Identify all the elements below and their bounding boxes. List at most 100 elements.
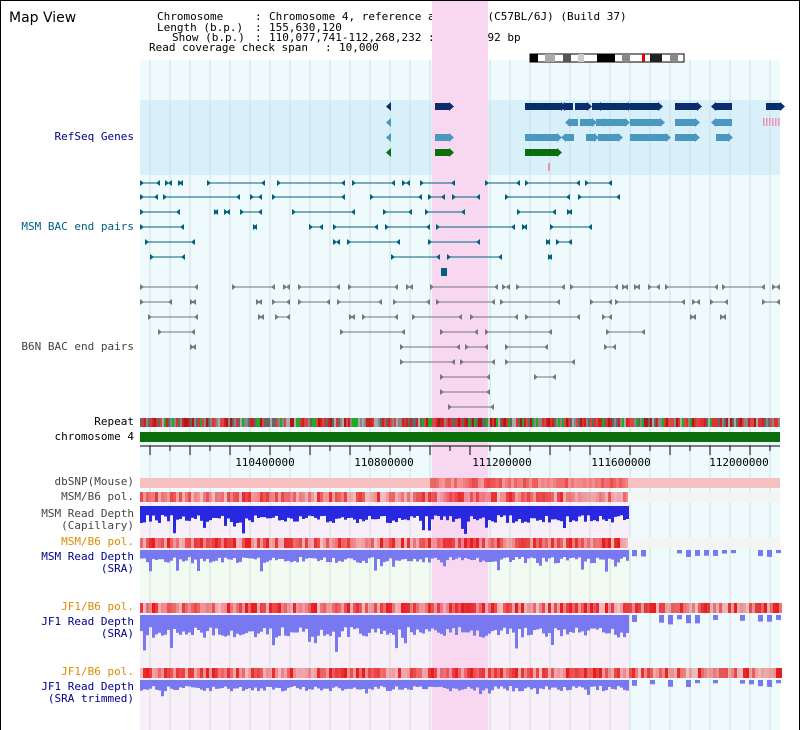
depth-bar [554,550,557,564]
polymorphism-cell [626,492,629,502]
repeat-segment [358,418,360,427]
track-label-refseq[interactable]: RefSeq Genes [54,130,134,143]
depth-bar [476,615,479,631]
depth-bar [518,615,521,629]
polymorphism-cell [338,538,341,548]
depth-bar [542,615,545,634]
depth-bar [383,550,386,563]
polymorphism-cell [518,668,521,678]
repeat-segment [222,418,224,427]
coverage-sep: : [325,41,332,54]
polymorphism-cell [398,668,401,678]
polymorphism-cell [611,492,614,502]
repeat-segment [602,418,604,427]
polymorphism-cell [547,478,550,488]
repeat-segment [668,418,670,427]
bac-end-marker [348,284,352,290]
track-label-repeat[interactable]: Repeat [94,415,134,428]
polymorphism-cell [577,478,580,488]
track-label-jf1-b6-pol-2[interactable]: JF1/B6 pol. [61,665,134,678]
depth-bar [389,615,392,633]
repeat-segment [682,418,684,427]
depth-bar [455,506,458,519]
depth-bar [542,550,545,558]
polymorphism-cell [197,492,200,502]
polymorphism-cell [470,538,473,548]
repeat-segment [288,418,290,427]
repeat-segment [570,418,572,427]
polymorphism-cell [437,538,440,548]
bac-end-marker [150,254,154,260]
repeat-segment [542,418,544,427]
polymorphism-cell [527,668,530,678]
polymorphism-cell [779,668,782,678]
repeat-segment [294,418,296,427]
chromosome-bar[interactable] [140,432,780,442]
depth-bar [422,680,425,689]
polymorphism-cell [347,538,350,548]
chromosome-ideogram-icon[interactable] [529,53,685,63]
polymorphism-cell [341,538,344,548]
bac-end-marker [602,314,606,320]
repeat-segment [396,418,398,427]
track-label-b6n-bac[interactable]: B6N BAC end pairs [21,340,134,353]
gene-feature [675,119,695,126]
depth-bar [194,506,197,519]
polymorphism-cell [245,603,248,613]
track-label-jf1-depth-sra[interactable]: JF1 Read Depth [41,615,134,628]
repeat-segment [770,418,772,427]
depth-bar [194,550,197,560]
polymorphism-cell [173,668,176,678]
depth-bar [152,680,155,687]
depth-bar [233,615,236,638]
repeat-segment [340,418,342,427]
bac-end-marker [722,284,726,290]
polymorphism-cell [583,478,586,488]
track-label-msm-depth-sra[interactable]: MSM Read Depth [41,550,134,563]
gene-arrow [386,133,391,142]
depth-bar [245,680,248,690]
depth-bar [260,680,263,689]
depth-bar [536,550,539,563]
polymorphism-cell [203,492,206,502]
depth-bar [251,550,254,559]
track-label-msm-bac[interactable]: MSM BAC end pairs [21,220,134,233]
polymorphism-cell [587,668,590,678]
track-label-jf1-depth-trimmed[interactable]: JF1 Read Depth [41,680,134,693]
depth-bar [533,680,536,689]
bac-end-marker [168,299,172,305]
bac-end-marker [525,180,529,186]
track-label-msm-b6-pol-2[interactable]: MSM/B6 pol. [61,535,134,548]
polymorphism-cell [602,668,605,678]
depth-bar [266,506,269,519]
bac-end-marker [608,180,612,186]
polymorphism-cell [353,538,356,548]
depth-bar [437,615,440,633]
polymorphism-cell [440,492,443,502]
polymorphism-cell [484,478,487,488]
polymorphism-cell [761,603,764,613]
depth-bar [170,550,173,561]
depth-bar [275,615,278,638]
depth-bar [533,615,536,631]
track-label-chromosome[interactable]: chromosome 4 [54,430,134,443]
depth-bar [149,680,152,689]
show-key: Show (b.p.) [172,31,245,44]
polymorphism-cell [479,492,482,502]
polymorphism-cell [152,492,155,502]
polymorphism-cell [446,492,449,502]
polymorphism-cell [557,668,560,678]
depth-bar [491,615,494,632]
track-label-msm-b6-pol-1[interactable]: MSM/B6 pol. [61,490,134,503]
polymorphism-cell [503,538,506,548]
repeat-segment [654,418,656,427]
polymorphism-cell [608,603,611,613]
track-label-jf1-b6-pol-1[interactable]: JF1/B6 pol. [61,600,134,613]
depth-bar [266,680,269,687]
track-label-msm-depth-capillary[interactable]: MSM Read Depth [41,507,134,520]
polymorphism-cell [464,603,467,613]
track-label-dbsnp[interactable]: dbSNP(Mouse) [54,475,134,488]
polymorphism-cell [605,492,608,502]
polymorphism-cell [161,603,164,613]
